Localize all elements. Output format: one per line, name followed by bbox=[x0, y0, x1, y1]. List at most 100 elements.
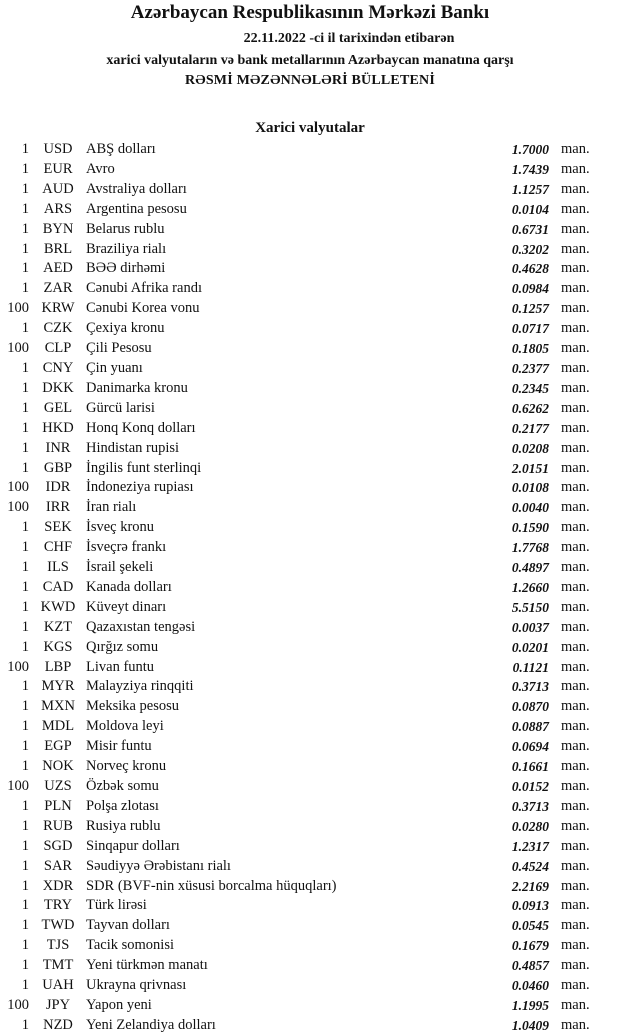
table-row: 1 TRY Türk lirəsi 0.0913 man. bbox=[0, 896, 620, 916]
rate-unit: man. bbox=[561, 320, 590, 337]
table-row: 1 ZAR Cənubi Afrika randı 0.0984 man. bbox=[0, 279, 620, 299]
rate-value: 1.2660 bbox=[511, 579, 549, 595]
rate-code: SAR bbox=[43, 857, 73, 874]
rate-unit: man. bbox=[561, 857, 590, 874]
rate-value: 1.1257 bbox=[511, 181, 549, 197]
rate-name: Çili Pesosu bbox=[86, 340, 152, 357]
rate-name: Norveç kronu bbox=[86, 758, 167, 775]
rate-amount: 1 bbox=[21, 359, 29, 376]
rate-code: UZS bbox=[44, 778, 72, 794]
rate-unit: man. bbox=[561, 937, 590, 954]
rate-value: 0.0717 bbox=[511, 321, 549, 337]
rate-code: TJS bbox=[46, 937, 70, 954]
section-heading: Xarici valyutalar bbox=[255, 120, 365, 136]
rate-unit: man. bbox=[561, 559, 590, 576]
rate-amount: 100 bbox=[7, 996, 29, 1013]
rate-value: 1.7000 bbox=[511, 142, 549, 157]
rate-name: Qırğız somu bbox=[86, 638, 159, 655]
rate-value: 5.5150 bbox=[511, 599, 549, 615]
rate-amount: 1 bbox=[21, 817, 29, 834]
rate-name: Ukrayna qrivnası bbox=[86, 977, 187, 994]
rate-amount: 1 bbox=[21, 897, 29, 914]
rate-unit: man. bbox=[561, 698, 590, 715]
rate-unit: man. bbox=[561, 957, 590, 974]
rate-name: Kanada dolları bbox=[86, 578, 172, 595]
rate-value: 0.1257 bbox=[511, 301, 549, 317]
rate-code: IRR bbox=[45, 499, 71, 516]
rate-value: 0.2345 bbox=[511, 380, 549, 396]
rate-code: ARS bbox=[43, 200, 73, 217]
rate-name: Moldova leyi bbox=[86, 718, 164, 735]
rate-code: AUD bbox=[42, 180, 74, 197]
rate-value: 0.1590 bbox=[511, 520, 549, 536]
table-row: 1 KWD Küveyt dinarı 5.5150 man. bbox=[0, 598, 620, 618]
table-row: 1 MYR Malayziya rinqqiti 0.3713 man. bbox=[0, 677, 620, 697]
table-row: 1 SEK İsveç kronu 0.1590 man. bbox=[0, 518, 620, 538]
rate-code: JPY bbox=[45, 996, 71, 1013]
rate-unit: man. bbox=[561, 419, 590, 436]
rate-name: SDR (BVF-nin xüsusi borcalma hüquqları) bbox=[86, 877, 337, 894]
rate-unit: man. bbox=[561, 598, 590, 615]
rate-name: Avro bbox=[86, 160, 115, 177]
rate-unit: man. bbox=[561, 300, 590, 317]
rate-value: 0.6731 bbox=[511, 221, 549, 237]
rate-amount: 1 bbox=[21, 598, 29, 615]
rate-name: Cənubi Korea vonu bbox=[86, 300, 200, 317]
rate-value: 1.7768 bbox=[511, 540, 549, 556]
table-row: 1 BRL Braziliya rialı 0.3202 man. bbox=[0, 240, 620, 260]
rate-code: CZK bbox=[43, 320, 73, 337]
rate-name: Livan funtu bbox=[86, 658, 155, 675]
rate-code: ILS bbox=[47, 559, 69, 576]
table-row: 1 TMT Yeni türkmən manatı 0.4857 man. bbox=[0, 956, 620, 976]
rate-unit: man. bbox=[561, 877, 590, 894]
rate-name: İsveç kronu bbox=[86, 519, 155, 536]
rate-amount: 1 bbox=[21, 559, 29, 576]
rate-name: BƏƏ dirhəmi bbox=[86, 260, 166, 277]
rate-code: CHF bbox=[43, 539, 73, 556]
rate-code: ZAR bbox=[43, 280, 73, 297]
rate-code: RUB bbox=[43, 817, 73, 834]
rate-unit: man. bbox=[561, 499, 590, 516]
rate-code: GBP bbox=[43, 459, 73, 476]
rate-amount: 1 bbox=[21, 857, 29, 874]
rate-value: 2.0151 bbox=[511, 460, 549, 476]
table-row: 1 AUD Avstraliya dolları 1.1257 man. bbox=[0, 180, 620, 200]
rate-value: 2.2169 bbox=[511, 878, 549, 894]
rate-amount: 1 bbox=[21, 758, 29, 775]
rate-amount: 1 bbox=[21, 718, 29, 735]
rate-amount: 1 bbox=[21, 260, 29, 277]
rate-amount: 1 bbox=[21, 957, 29, 974]
rate-value: 0.1805 bbox=[511, 341, 549, 357]
table-row: 1 SAR Səudiyyə Ərəbistanı rialı 0.4524 man. bbox=[0, 857, 620, 877]
rate-value: 0.1661 bbox=[511, 759, 549, 775]
rate-value: 1.7439 bbox=[511, 161, 549, 177]
rate-amount: 1 bbox=[21, 797, 29, 814]
rate-name: Cənubi Afrika randı bbox=[86, 280, 202, 297]
document-title: Azərbaycan Respublikasının Mərkəzi Bankı bbox=[130, 2, 490, 23]
rate-amount: 1 bbox=[21, 1016, 29, 1033]
table-row: 1 BYN Belarus rublu 0.6731 man. bbox=[0, 220, 620, 240]
rate-code: MXN bbox=[41, 698, 75, 715]
rate-code: USD bbox=[43, 141, 73, 157]
rate-amount: 100 bbox=[7, 340, 29, 357]
rate-code: DKK bbox=[42, 379, 74, 396]
table-row: 100 KRW Cənubi Korea vonu 0.1257 man. bbox=[0, 299, 620, 319]
rate-amount: 1 bbox=[21, 618, 29, 635]
rate-unit: man. bbox=[561, 778, 590, 794]
rate-name: Yapon yeni bbox=[86, 996, 152, 1013]
rate-amount: 1 bbox=[21, 379, 29, 396]
rate-unit: man. bbox=[561, 758, 590, 775]
rate-code: PLN bbox=[44, 797, 72, 814]
rate-code: KGS bbox=[43, 638, 73, 655]
rate-unit: man. bbox=[561, 977, 590, 994]
rate-name: Rusiya rublu bbox=[86, 817, 161, 834]
rate-amount: 100 bbox=[7, 300, 29, 317]
rate-name: Gürcü larisi bbox=[86, 399, 155, 416]
rate-name: Braziliya rialı bbox=[86, 240, 167, 257]
rate-code: SGD bbox=[43, 837, 73, 854]
table-row: 1 AED BƏƏ dirhəmi 0.4628 man. bbox=[0, 259, 620, 279]
table-row: 1 TWD Tayvan dolları 0.0545 man. bbox=[0, 916, 620, 936]
rate-value: 0.1679 bbox=[511, 938, 549, 954]
rate-unit: man. bbox=[561, 379, 590, 396]
rate-value: 0.3713 bbox=[511, 798, 549, 814]
